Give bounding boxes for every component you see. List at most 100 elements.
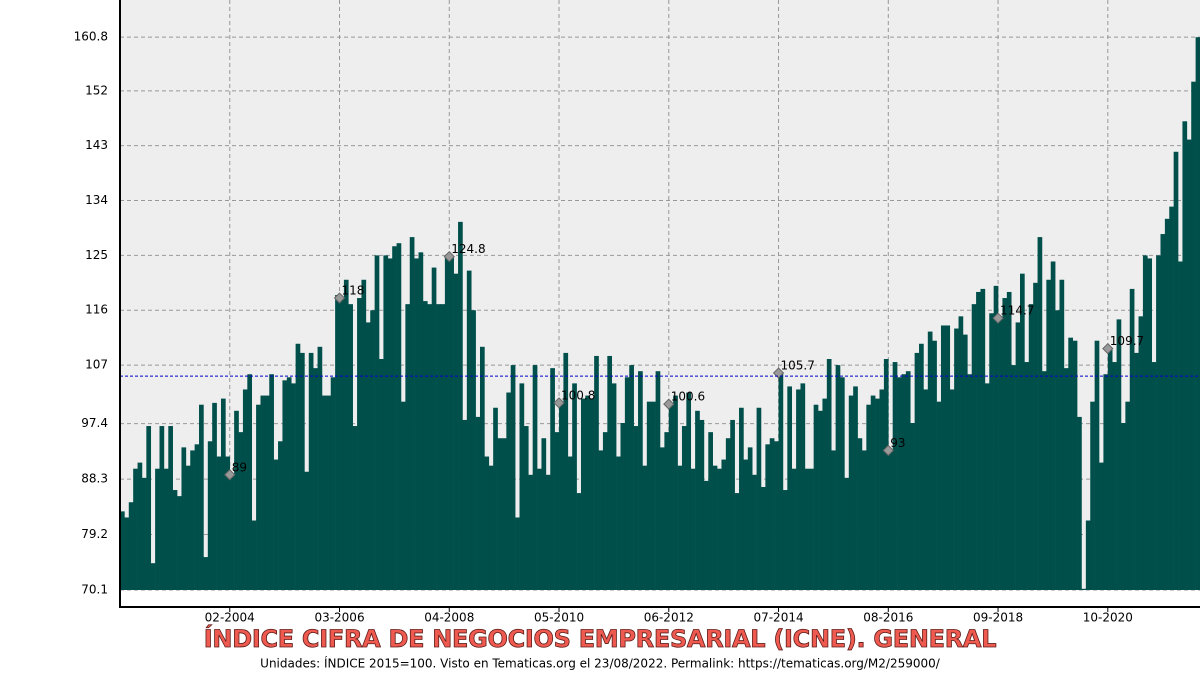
bar (264, 395, 270, 590)
bar (379, 358, 384, 590)
bar (1112, 362, 1117, 590)
bar (734, 493, 740, 590)
bar (866, 404, 872, 590)
bar (1195, 37, 1200, 591)
y-tick-label: 143 (85, 138, 108, 152)
bar (431, 267, 437, 590)
bar (480, 346, 485, 590)
bar (471, 310, 476, 590)
bar (458, 221, 463, 590)
bar (756, 407, 762, 590)
bar (1107, 348, 1113, 590)
bar (602, 432, 608, 590)
bar (453, 273, 459, 590)
bar (1063, 368, 1069, 590)
bar (146, 426, 152, 590)
bar (352, 426, 358, 590)
bar (611, 383, 617, 590)
bar (1041, 371, 1047, 590)
bar (357, 298, 362, 590)
bar (418, 252, 424, 590)
bar (910, 422, 915, 590)
bar (260, 395, 266, 590)
bar (984, 383, 990, 590)
bar (365, 322, 371, 590)
bar (427, 304, 433, 590)
bar (638, 371, 643, 590)
bar (875, 398, 880, 590)
bar (980, 288, 986, 590)
bar (1090, 401, 1095, 590)
bar (686, 392, 692, 590)
bar (422, 301, 428, 590)
bar (1164, 218, 1170, 590)
bar (940, 325, 946, 590)
bar (787, 386, 793, 590)
bar (989, 313, 994, 590)
bar (545, 474, 551, 590)
bar (1151, 362, 1157, 590)
bar (199, 404, 204, 590)
bar (141, 477, 147, 590)
bar (321, 395, 327, 590)
y-tick-label: 134 (85, 193, 108, 207)
bar (840, 377, 845, 590)
bar (1055, 310, 1060, 590)
bar (739, 407, 744, 590)
point-marker (443, 250, 455, 263)
bar (1015, 322, 1021, 590)
bar (1178, 261, 1183, 590)
point-label: 118 (342, 284, 365, 298)
bar (677, 465, 683, 590)
bar (646, 401, 652, 590)
bar (225, 456, 231, 590)
x-tick-label: 02-2004 (205, 611, 255, 625)
bar (528, 474, 533, 590)
bar (392, 246, 397, 590)
bar (954, 328, 959, 590)
bar (313, 368, 318, 590)
bar (238, 432, 244, 590)
y-tick-label: 70.1 (81, 583, 108, 597)
bar (128, 502, 134, 590)
bar (1103, 374, 1109, 590)
bar (690, 468, 696, 590)
bar (523, 426, 529, 590)
bar (400, 401, 406, 590)
bar (936, 401, 942, 590)
bar (150, 563, 156, 590)
bar (348, 304, 353, 590)
bar (976, 291, 981, 590)
point-marker (553, 397, 565, 409)
bar (212, 402, 217, 590)
bar (172, 490, 178, 590)
bar (1156, 255, 1161, 590)
bar (488, 465, 494, 590)
bar (791, 468, 797, 590)
bar (1077, 416, 1082, 590)
point-marker (882, 444, 894, 457)
bar (159, 426, 165, 590)
bar (857, 438, 863, 590)
bar (1072, 340, 1078, 590)
point-label: 105.7 (781, 359, 815, 373)
bar (629, 365, 634, 590)
bar (291, 383, 296, 590)
bar (1028, 304, 1034, 590)
bar (949, 389, 955, 590)
bar (405, 304, 411, 590)
x-tick-label: 10-2020 (1083, 611, 1133, 625)
bar (703, 480, 709, 590)
bar (1081, 588, 1087, 590)
bar (914, 352, 920, 590)
bar (598, 450, 604, 590)
bar (1191, 81, 1196, 590)
bar (1011, 365, 1016, 590)
bar (326, 395, 332, 590)
point-marker (992, 312, 1004, 324)
x-tick-label: 06-2012 (644, 611, 694, 625)
bar (818, 410, 823, 590)
bar (440, 304, 446, 590)
bar (1169, 206, 1174, 591)
bar (844, 477, 850, 590)
